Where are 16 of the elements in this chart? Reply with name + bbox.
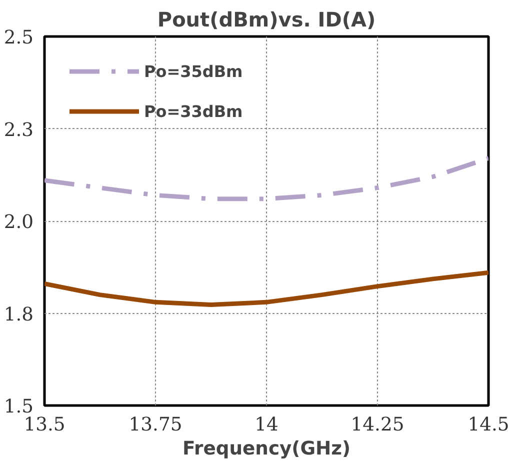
legend-label: Po=35dBm [144, 62, 243, 80]
y-tick-label: 2.5 [4, 28, 34, 48]
x-tick-label: 14.25 [350, 414, 404, 436]
chart-title: Pout(dBm)vs. ID(A) [157, 8, 376, 32]
x-tick-label: 14.5 [468, 414, 510, 436]
y-tick-label: 1.8 [4, 304, 34, 326]
x-axis-title: Frequency(GHz) [182, 438, 351, 460]
line-series [44, 156, 488, 202]
line-series [44, 270, 488, 308]
x-tick-label: 14 [254, 414, 278, 436]
y-tick-label: 2.3 [4, 120, 34, 141]
y-tick-label: 1.5 [4, 396, 34, 418]
x-tick-label: 13.5 [24, 414, 66, 436]
y-tick-label: 2.0 [4, 212, 34, 233]
legend-label: Po=33dBm [144, 102, 243, 120]
x-tick-label: 13.75 [128, 414, 182, 436]
